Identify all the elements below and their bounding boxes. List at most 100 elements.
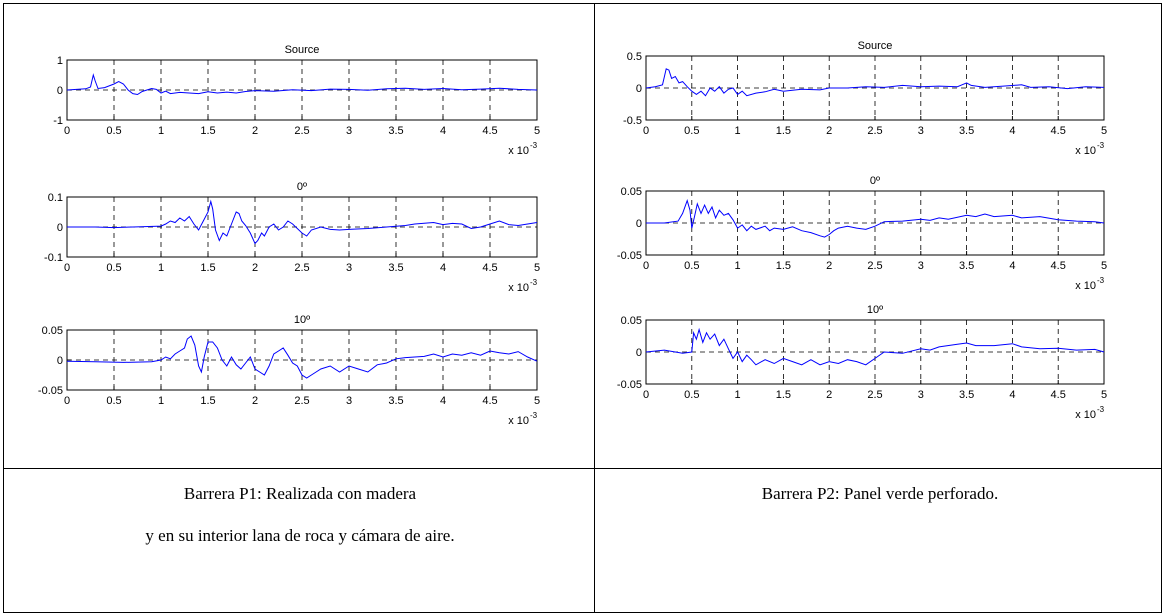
x-multiplier: x 10: [508, 145, 529, 157]
x-multiplier: x 10: [1075, 280, 1096, 292]
y-tick-label: 0: [636, 83, 642, 95]
x-tick-label: 4.5: [1051, 389, 1066, 401]
x-tick-label: 1: [158, 395, 164, 407]
x-tick-label: 0: [643, 260, 649, 272]
x-exponent: -3: [1097, 405, 1105, 414]
x-tick-label: 3: [346, 125, 352, 137]
x-tick-label: 1.5: [200, 395, 215, 407]
y-tick-label: -0.05: [617, 379, 642, 391]
x-tick-label: 2.5: [867, 260, 882, 272]
x-tick-label: 4.5: [1051, 260, 1066, 272]
caption-p1-line1: Barrera P1: Realizada con madera: [40, 484, 560, 504]
y-tick-label: -0.05: [38, 385, 63, 397]
x-exponent: -3: [1097, 276, 1105, 285]
x-tick-label: 0.5: [684, 260, 699, 272]
caption-p1-line2: y en su interior lana de roca y cámara d…: [40, 526, 560, 546]
subplot-title: 10º: [294, 314, 310, 326]
x-tick-label: 5: [1101, 389, 1107, 401]
x-tick-label: 1: [735, 125, 741, 137]
x-multiplier: x 10: [1075, 145, 1096, 157]
subplot-title: Source: [858, 40, 893, 52]
x-tick-label: 1.5: [200, 262, 215, 274]
x-multiplier: x 10: [508, 282, 529, 294]
x-tick-label: 0.5: [106, 125, 121, 137]
x-tick-label: 0: [64, 125, 70, 137]
x-tick-label: 3: [918, 260, 924, 272]
x-tick-label: 2: [826, 260, 832, 272]
x-tick-label: 2: [826, 125, 832, 137]
x-tick-label: 5: [534, 395, 540, 407]
x-tick-label: 5: [534, 262, 540, 274]
table-row-divider: [3, 468, 1162, 469]
caption-p2-line1: Barrera P2: Panel verde perforado.: [600, 484, 1160, 504]
x-tick-label: 2.5: [294, 395, 309, 407]
x-tick-label: 2: [826, 389, 832, 401]
x-tick-label: 0: [64, 395, 70, 407]
x-tick-label: 3: [918, 125, 924, 137]
x-tick-label: 2: [252, 262, 258, 274]
x-tick-label: 0.5: [684, 389, 699, 401]
y-tick-label: 0: [57, 85, 63, 97]
x-tick-label: 4.5: [482, 262, 497, 274]
x-tick-label: 2: [252, 125, 258, 137]
y-tick-label: 0.05: [42, 325, 63, 337]
x-tick-label: 4.5: [482, 125, 497, 137]
x-tick-label: 3: [346, 262, 352, 274]
x-tick-label: 0: [643, 389, 649, 401]
x-tick-label: 4: [1009, 260, 1015, 272]
y-tick-label: 0: [57, 222, 63, 234]
subplot-title: 0º: [870, 175, 880, 187]
x-tick-label: 3: [918, 389, 924, 401]
x-exponent: -3: [1097, 141, 1105, 150]
x-tick-label: 2: [252, 395, 258, 407]
y-tick-label: -0.1: [44, 252, 63, 264]
x-tick-label: 2.5: [294, 125, 309, 137]
y-tick-label: 0.5: [627, 51, 642, 63]
x-tick-label: 3.5: [959, 260, 974, 272]
x-tick-label: 5: [1101, 260, 1107, 272]
y-tick-label: 0.1: [48, 192, 63, 204]
x-tick-label: 3.5: [959, 125, 974, 137]
y-tick-label: 0.05: [621, 186, 642, 198]
x-tick-label: 3: [346, 395, 352, 407]
y-tick-label: -1: [53, 115, 63, 127]
x-tick-label: 0: [643, 125, 649, 137]
x-tick-label: 4: [1009, 125, 1015, 137]
x-tick-label: 3.5: [388, 395, 403, 407]
x-tick-label: 0.5: [106, 262, 121, 274]
y-tick-label: 0: [57, 355, 63, 367]
x-tick-label: 2.5: [867, 125, 882, 137]
x-tick-label: 2.5: [867, 389, 882, 401]
x-tick-label: 3.5: [388, 262, 403, 274]
x-tick-label: 1: [735, 389, 741, 401]
subplot-title: 10º: [867, 304, 883, 316]
x-tick-label: 4.5: [1051, 125, 1066, 137]
x-tick-label: 4.5: [482, 395, 497, 407]
x-tick-label: 1: [158, 262, 164, 274]
y-tick-label: -0.05: [617, 250, 642, 262]
x-tick-label: 1: [158, 125, 164, 137]
x-tick-label: 3.5: [959, 389, 974, 401]
y-tick-label: 0.05: [621, 315, 642, 327]
x-multiplier: x 10: [1075, 409, 1096, 421]
x-tick-label: 4: [1009, 389, 1015, 401]
x-tick-label: 1.5: [776, 125, 791, 137]
x-multiplier: x 10: [508, 415, 529, 427]
y-tick-label: 1: [57, 55, 63, 67]
x-tick-label: 3.5: [388, 125, 403, 137]
x-tick-label: 4: [440, 395, 446, 407]
x-tick-label: 1: [735, 260, 741, 272]
x-exponent: -3: [530, 141, 538, 150]
x-tick-label: 4: [440, 125, 446, 137]
x-tick-label: 1.5: [776, 389, 791, 401]
x-tick-label: 5: [1101, 125, 1107, 137]
y-tick-label: -0.5: [623, 115, 642, 127]
x-tick-label: 1.5: [200, 125, 215, 137]
x-tick-label: 2.5: [294, 262, 309, 274]
